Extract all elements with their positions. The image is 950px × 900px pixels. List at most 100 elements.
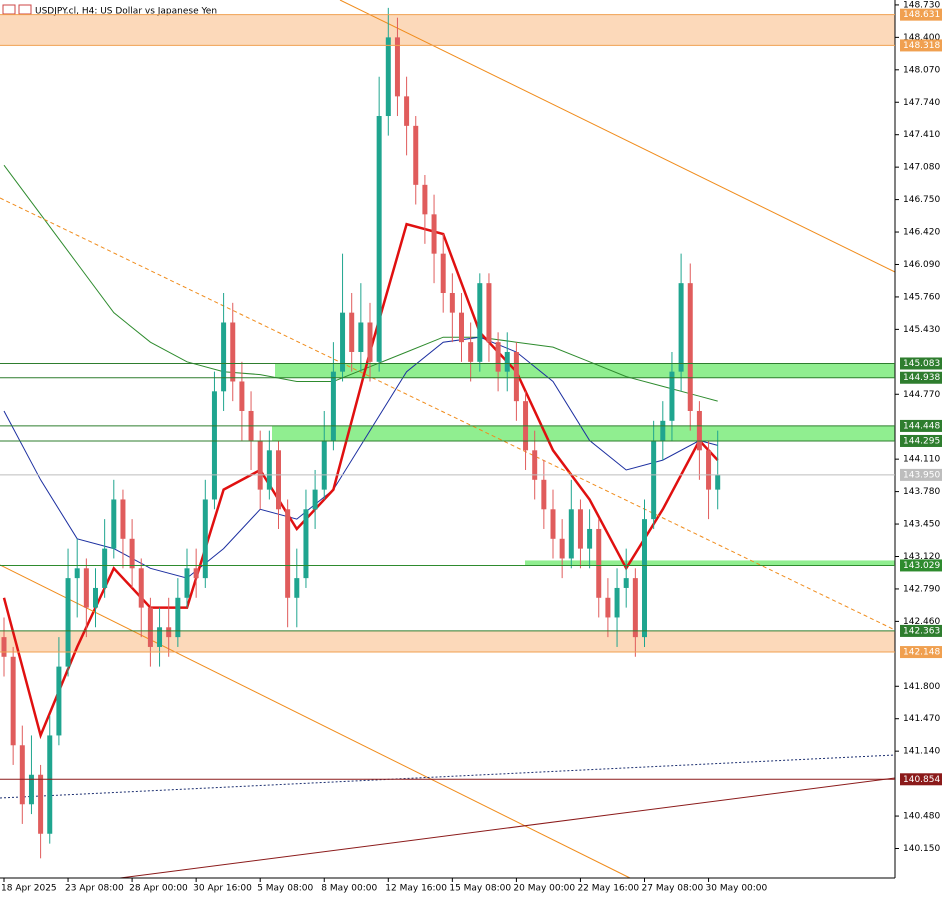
y-tick-label: 146.420 (903, 228, 940, 238)
candle-body (102, 548, 108, 588)
level-label: 144.295 (903, 436, 940, 446)
candle-body (413, 125, 419, 185)
candle-body (532, 450, 538, 480)
level-label-bg (900, 371, 942, 384)
candle-body (10, 656, 16, 746)
candle-body (706, 450, 712, 490)
candle-body (65, 578, 71, 667)
candle-body (367, 322, 373, 362)
candle-body (294, 578, 300, 598)
x-tick-label: 30 May 00:00 (706, 884, 768, 894)
y-tick-label: 142.790 (903, 584, 940, 594)
x-tick-label: 20 May 00:00 (513, 884, 575, 894)
candle-body (376, 116, 382, 362)
x-tick-label: 23 Apr 08:00 (65, 884, 124, 894)
y-tick-label: 146.750 (903, 195, 940, 205)
candle-body (504, 351, 510, 372)
y-tick-label: 144.770 (903, 390, 940, 400)
x-tick-label: 18 Apr 2025 (1, 884, 57, 894)
level-label-bg (900, 624, 942, 637)
trend-line (119, 777, 896, 879)
candle-body (266, 450, 272, 490)
candle-body (166, 627, 172, 638)
x-tick-label: 8 May 00:00 (321, 884, 377, 894)
candle-body (184, 568, 190, 598)
candle-body (340, 312, 346, 372)
candle-body (257, 440, 263, 490)
candle-body (642, 519, 647, 638)
level-label-bg (900, 773, 942, 786)
level-label: 143.950 (903, 470, 940, 480)
candle-body (157, 627, 163, 647)
chart-title: USDJPY.cl, H4: US Dollar vs Japanese Yen (35, 7, 217, 17)
candle-body (321, 440, 327, 490)
candle-body (422, 184, 428, 215)
trend-lines (0, 0, 896, 879)
candle-body (74, 568, 80, 579)
candle-body (587, 528, 593, 549)
candle-body (47, 735, 53, 834)
y-tick-label: 143.780 (903, 487, 940, 497)
candle-body (19, 745, 25, 805)
y-tick-label: 140.150 (903, 844, 940, 854)
level-label-bg (900, 8, 942, 21)
candle-body (449, 292, 455, 313)
zone (272, 425, 895, 441)
x-tick-label: 22 May 16:00 (577, 884, 639, 894)
candle-body (495, 342, 501, 372)
candle-body (303, 509, 309, 579)
candle-body (56, 666, 62, 736)
candle-body (312, 489, 318, 510)
candle-body (129, 538, 135, 569)
x-tick-label: 5 May 08:00 (257, 884, 313, 894)
level-label-bg (900, 468, 942, 481)
level-label: 148.318 (903, 41, 940, 51)
candle-body (568, 509, 574, 559)
candle-body (358, 322, 364, 352)
candle-body (431, 214, 437, 254)
y-tick-label: 143.450 (903, 520, 940, 530)
candle-body (175, 597, 181, 638)
candle-body (468, 342, 474, 362)
y-tick-label: 148.400 (903, 33, 940, 43)
level-label: 148.631 (903, 10, 940, 20)
level-label: 143.029 (903, 561, 940, 571)
candle-body (623, 578, 629, 588)
menu-icon[interactable] (18, 4, 32, 15)
candle-body (651, 440, 657, 520)
level-label-bg (900, 559, 942, 572)
level-label-bg (900, 434, 942, 447)
candle-body (715, 474, 721, 490)
level-label-bg (900, 357, 942, 370)
candle-body (440, 253, 446, 293)
candle-body (349, 312, 355, 352)
candle-body (28, 774, 34, 805)
candle-body (202, 499, 208, 579)
candle-body (605, 597, 611, 618)
candle-body (83, 568, 89, 608)
zone (0, 14, 895, 46)
candle-body (577, 509, 583, 549)
x-tick-label: 12 May 16:00 (385, 884, 447, 894)
candle-body (211, 391, 217, 500)
candle-body (1, 637, 7, 657)
candle-body (596, 528, 602, 598)
candle-body (394, 37, 400, 97)
plot-area (0, 14, 895, 740)
y-tick-label: 143.120 (903, 552, 940, 562)
candle-body (120, 499, 126, 539)
candle-body (559, 538, 565, 559)
candle-body (486, 283, 492, 343)
level-label: 144.448 (903, 421, 940, 431)
candle-body (696, 410, 702, 451)
candle-body (230, 322, 236, 382)
moving-average (3, 336, 718, 579)
candle-body (477, 283, 483, 362)
y-tick-label: 146.090 (903, 260, 940, 270)
candle-body (550, 509, 556, 539)
y-tick-label: 145.760 (903, 292, 940, 302)
y-tick-label: 142.460 (903, 617, 940, 627)
candle-body (330, 371, 336, 441)
menu-icon[interactable] (2, 4, 16, 15)
